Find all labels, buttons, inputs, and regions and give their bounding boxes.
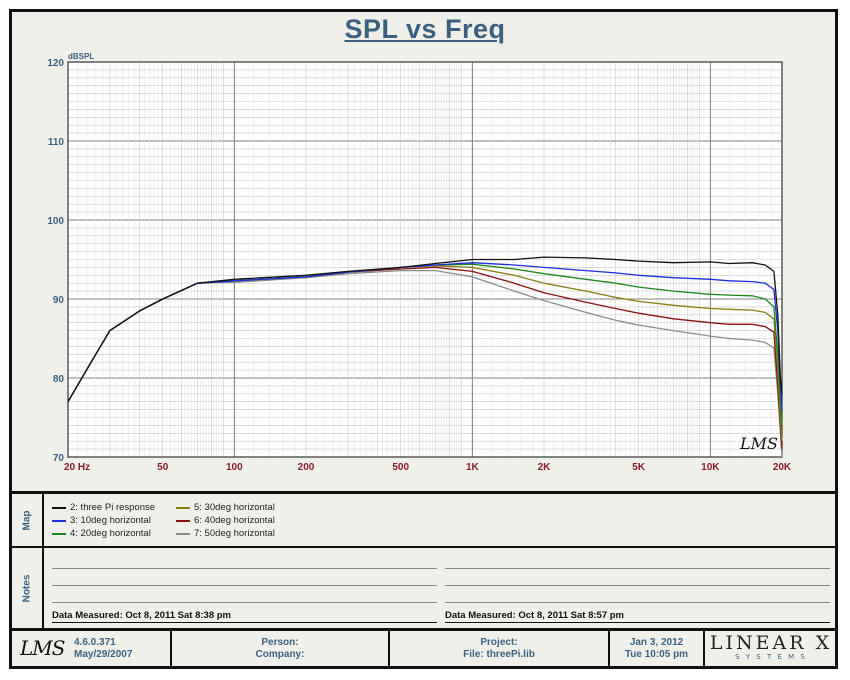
project-info: Project: File: threePi.lib [390, 637, 608, 661]
footer-date: Jan 3, 2012 [629, 637, 684, 648]
file-label: File: threePi.lib [463, 649, 535, 660]
date-time: Jan 3, 2012 Tue 10:05 pm [610, 637, 703, 661]
legend-item: 6: 40deg horizontal [176, 515, 275, 526]
version-date: May/29/2007 [74, 649, 133, 660]
footer-time: Tue 10:05 pm [624, 649, 689, 660]
note-line [445, 568, 830, 569]
x-tick-label: 100 [226, 462, 243, 473]
note-line [52, 568, 437, 569]
legend-swatch [52, 532, 66, 535]
tick-labels: 70 80 90 100 110 120 dBSPL 20 Hz 50 100 200 500 1K 2K… [47, 52, 792, 473]
data-measured-right: Data Measured: Oct 8, 2011 Sat 8:57 pm [445, 610, 624, 621]
x-tick-label: 20K [773, 462, 792, 473]
notes-side-label: Notes [21, 574, 33, 602]
data-measured-left-underline [52, 622, 437, 623]
y-tick-label: 120 [47, 58, 64, 69]
separator-footer-top [12, 628, 835, 631]
data-measured-right-underline [445, 622, 830, 623]
x-tick-label: 2K [538, 462, 552, 473]
legend-swatch [52, 506, 66, 509]
note-line [52, 602, 437, 603]
person-company: Person: Company: [172, 637, 388, 661]
legend-item: 2: three Pi response [52, 502, 155, 513]
y-tick-label: 70 [53, 453, 65, 464]
lms-logo: LMS [20, 636, 65, 660]
project-label: Project: [480, 637, 518, 648]
legend-swatch [176, 532, 190, 535]
x-tick-label: 10K [701, 462, 720, 473]
x-tick-label: 1K [466, 462, 480, 473]
version-info: 4.6.0.371 May/29/2007 [74, 637, 132, 661]
footer-divider [608, 631, 610, 667]
y-axis-label: dBSPL [68, 52, 94, 61]
legend-swatch [52, 519, 66, 522]
y-tick-label: 80 [53, 374, 65, 385]
footer-divider [388, 631, 390, 667]
footer-divider [703, 631, 705, 667]
person-label: Person: [261, 637, 299, 648]
grid-lines [67, 61, 783, 458]
note-line [52, 585, 437, 586]
series-line [67, 256, 783, 403]
y-tick-label: 110 [48, 137, 65, 148]
legend-item: 4: 20deg horizontal [52, 528, 151, 539]
separator-notes-top [12, 546, 835, 548]
map-side-label: Map [21, 510, 33, 530]
linearx-brand: LINEAR X S Y S T E M S [708, 633, 834, 662]
note-line [445, 585, 830, 586]
x-tick-label: 500 [392, 462, 409, 473]
version-number: 4.6.0.371 [74, 637, 116, 648]
chart-title: SPL vs Freq [344, 14, 506, 44]
legend-item: 7: 50deg horizontal [176, 528, 275, 539]
separator-map-top [12, 491, 835, 494]
note-line [445, 602, 830, 603]
data-measured-left: Data Measured: Oct 8, 2011 Sat 8:38 pm [52, 610, 231, 621]
legend-swatch [176, 506, 190, 509]
x-tick-label: 20 Hz [64, 462, 90, 473]
plot-border [67, 61, 783, 458]
x-tick-label: 200 [298, 462, 315, 473]
brand-name: LINEAR X [709, 632, 833, 654]
legend-swatch [176, 519, 190, 522]
x-tick-label: 5K [632, 462, 646, 473]
legend-item: 3: 10deg horizontal [52, 515, 151, 526]
legend-item: 5: 30deg horizontal [176, 502, 275, 513]
brand-sub: S Y S T E M S [735, 653, 807, 661]
company-label: Company: [255, 649, 305, 660]
series-lines [67, 256, 783, 458]
x-tick-label: 50 [157, 462, 169, 473]
y-tick-label: 100 [47, 216, 64, 227]
side-label-divider [42, 493, 44, 629]
footer-divider [170, 631, 172, 667]
y-tick-label: 90 [53, 295, 65, 306]
lms-watermark: LMS [739, 434, 778, 453]
